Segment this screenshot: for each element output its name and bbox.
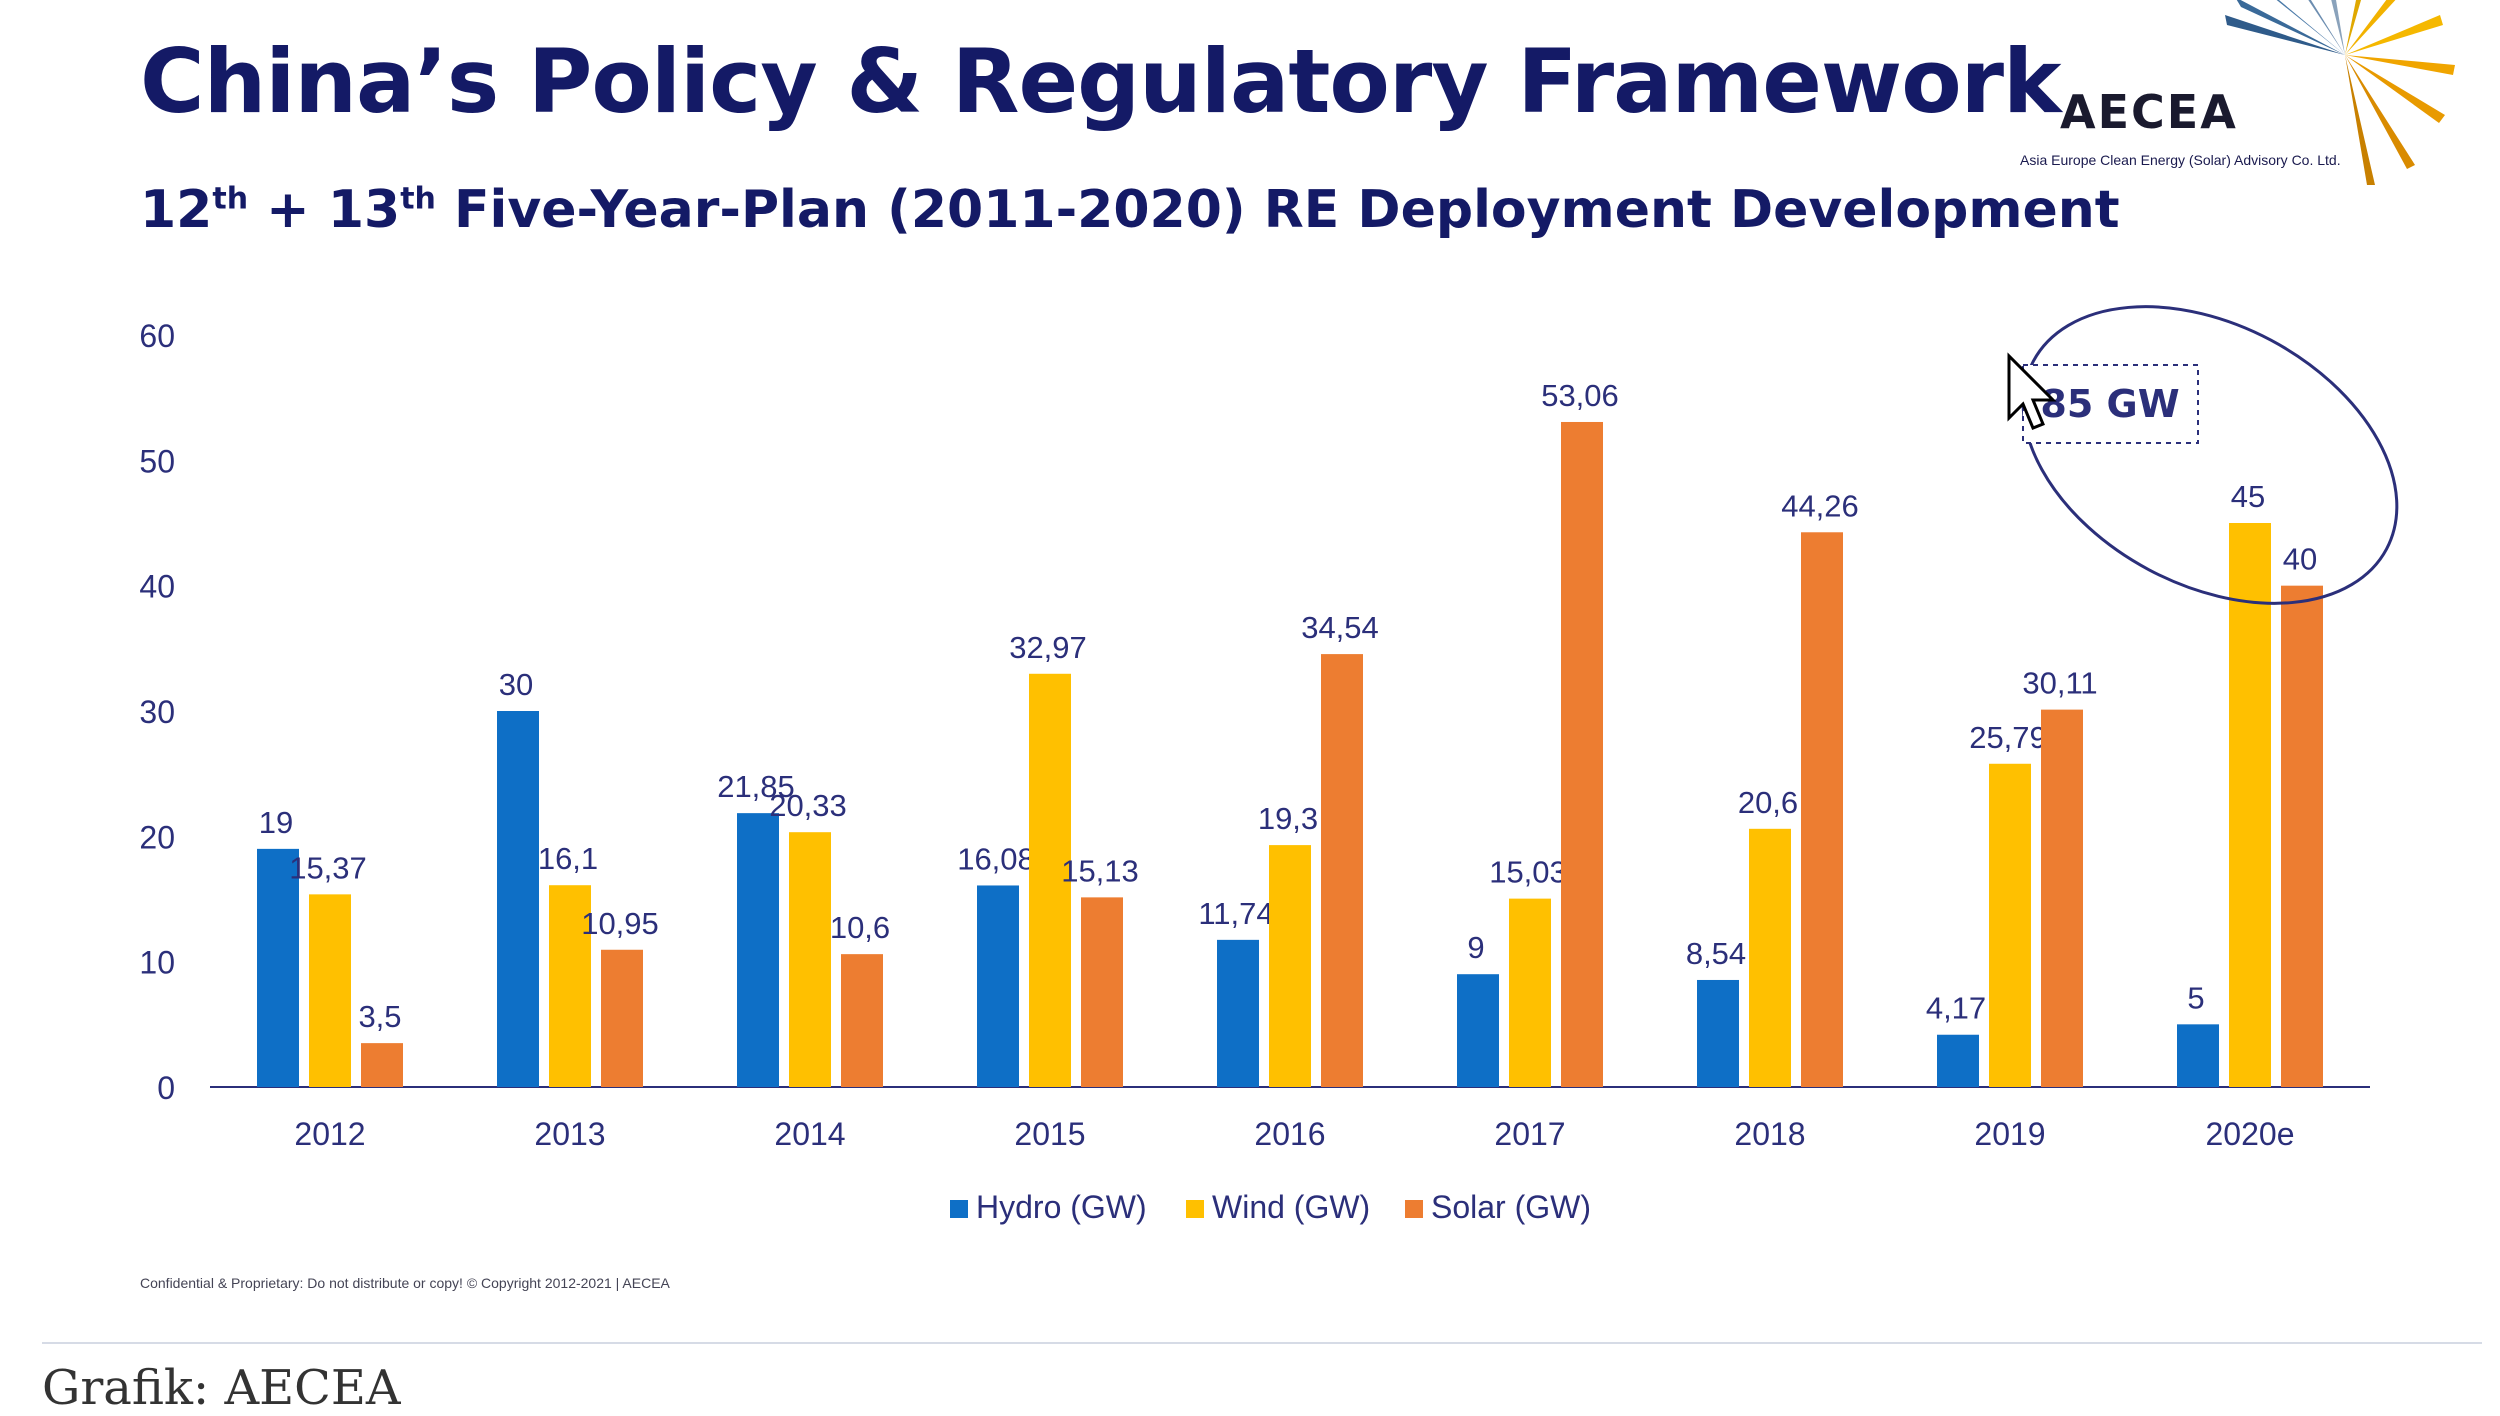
slide-subtitle: 12th + 13th Five-Year-Plan (2011-2020) R… xyxy=(140,180,2120,240)
data-label: 8,54 xyxy=(1686,936,1746,971)
x-tick-label: 2012 xyxy=(294,1116,365,1152)
annotation-label: 85 GW xyxy=(2040,382,2179,426)
y-tick-label: 20 xyxy=(139,819,175,855)
data-label: 53,06 xyxy=(1541,378,1619,413)
bar xyxy=(1029,673,1071,1087)
legend-label: Wind (GW) xyxy=(1212,1189,1370,1225)
bar xyxy=(1269,845,1311,1087)
x-tick-label: 2020e xyxy=(2206,1116,2295,1152)
bar xyxy=(2041,709,2083,1087)
bar xyxy=(1937,1034,1979,1087)
bar xyxy=(257,848,299,1087)
bar xyxy=(1321,654,1363,1087)
data-label: 34,54 xyxy=(1301,610,1379,645)
data-label: 21,85 xyxy=(717,769,795,804)
footer-note: Confidential & Proprietary: Do not distr… xyxy=(140,1275,670,1291)
data-label: 30,11 xyxy=(2022,666,2097,701)
bar xyxy=(1749,828,1791,1087)
aecea-logo: AECEA Asia Europe Clean Energy (Solar) A… xyxy=(2000,0,2480,200)
data-label: 20,33 xyxy=(769,788,847,823)
legend-swatch xyxy=(1186,1200,1204,1218)
sunburst-icon xyxy=(2225,0,2455,185)
slide: China’s Policy & Regulatory Framework 12… xyxy=(139,0,2480,1291)
bar xyxy=(2177,1024,2219,1087)
bar xyxy=(841,954,883,1087)
legend-label: Hydro (GW) xyxy=(976,1189,1147,1225)
y-tick-label: 40 xyxy=(139,569,175,605)
data-label: 4,17 xyxy=(1926,991,1986,1026)
logo-subtext: Asia Europe Clean Energy (Solar) Advisor… xyxy=(2020,152,2341,168)
image-caption: Grafik: AECEA xyxy=(42,1360,401,1416)
data-label: 10,6 xyxy=(830,910,890,945)
x-tick-label: 2013 xyxy=(534,1116,605,1152)
data-label: 44,26 xyxy=(1781,488,1859,523)
bar xyxy=(2281,585,2323,1087)
legend-label: Solar (GW) xyxy=(1431,1189,1591,1225)
annotation-box xyxy=(2022,364,2199,444)
data-label: 11,74 xyxy=(1198,896,1273,931)
bar xyxy=(1081,897,1123,1087)
slide-title: China’s Policy & Regulatory Framework xyxy=(140,30,2062,133)
y-tick-label: 10 xyxy=(139,945,175,981)
data-label: 30 xyxy=(499,667,533,702)
logo-text: AECEA xyxy=(2060,85,2238,139)
data-label: 25,79 xyxy=(1969,720,2047,755)
data-label: 45 xyxy=(2231,479,2265,514)
legend-swatch xyxy=(950,1200,968,1218)
y-tick-label: 0 xyxy=(157,1070,175,1106)
mouse-cursor-icon xyxy=(2007,352,2057,430)
data-label: 5 xyxy=(2187,980,2204,1015)
bar xyxy=(361,1043,403,1087)
annotation-ellipse xyxy=(2021,305,2399,605)
x-tick-label: 2014 xyxy=(774,1116,845,1152)
data-label: 3,5 xyxy=(358,999,401,1034)
bar-chart: 0 10 20 30 40 50 60 19 15,37 3,5 2012 30 16,1 10,95 20… xyxy=(139,305,2399,1225)
caption-divider xyxy=(42,1342,2482,1344)
y-tick-label: 30 xyxy=(139,694,175,730)
x-tick-label: 2015 xyxy=(1014,1116,1085,1152)
bar xyxy=(601,949,643,1087)
data-label: 15,03 xyxy=(1489,855,1567,890)
bar xyxy=(309,894,351,1087)
legend-swatch xyxy=(1405,1200,1423,1218)
bar xyxy=(1697,979,1739,1087)
bar xyxy=(1801,532,1843,1087)
data-label: 19,3 xyxy=(1258,801,1318,836)
x-tick-label: 2017 xyxy=(1494,1116,1565,1152)
bar xyxy=(1509,898,1551,1087)
data-label: 20,6 xyxy=(1738,785,1798,820)
data-label: 15,13 xyxy=(1061,853,1139,888)
bar xyxy=(549,885,591,1087)
bar xyxy=(1989,763,2031,1087)
x-tick-label: 2018 xyxy=(1734,1116,1805,1152)
x-tick-label: 2016 xyxy=(1254,1116,1325,1152)
bar xyxy=(1457,974,1499,1087)
bar xyxy=(789,832,831,1087)
data-label: 16,1 xyxy=(538,841,598,876)
data-label: 10,95 xyxy=(581,906,659,941)
data-label: 32,97 xyxy=(1009,630,1087,665)
data-label: 40 xyxy=(2283,542,2317,577)
bar xyxy=(977,885,1019,1087)
bar xyxy=(2229,523,2271,1087)
data-label: 19 xyxy=(259,805,293,840)
bar xyxy=(497,711,539,1087)
bar xyxy=(737,813,779,1087)
y-tick-label: 50 xyxy=(139,443,175,479)
data-label: 9 xyxy=(1467,930,1484,965)
x-tick-label: 2019 xyxy=(1974,1116,2045,1152)
bar xyxy=(1217,939,1259,1087)
data-label: 15,37 xyxy=(289,850,367,885)
bar xyxy=(1561,421,1603,1087)
y-tick-label: 60 xyxy=(139,318,175,354)
data-label: 16,08 xyxy=(957,841,1035,876)
